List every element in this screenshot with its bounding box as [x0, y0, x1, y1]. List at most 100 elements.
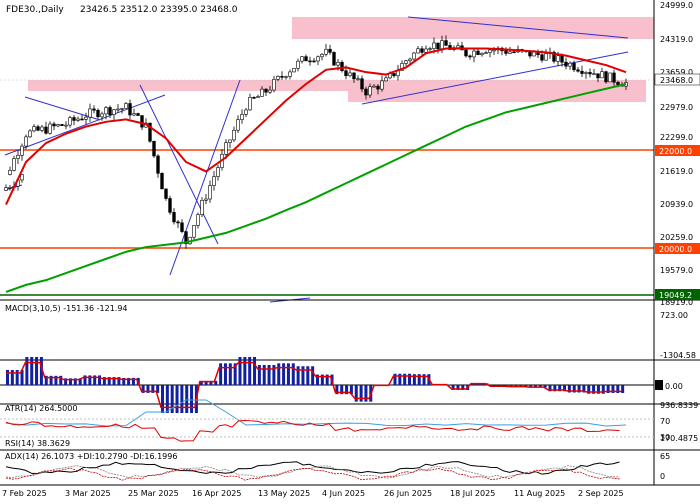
candle-body	[337, 62, 340, 65]
candle-body	[45, 127, 48, 133]
candle-body	[41, 127, 44, 130]
candle-body	[585, 72, 588, 73]
candle-body	[465, 50, 468, 56]
date-label-3: 25 Mar 2025	[128, 489, 179, 498]
candle-body	[197, 215, 200, 226]
candle-body	[305, 57, 308, 61]
rsi-line	[6, 420, 620, 441]
candle-body	[557, 56, 560, 62]
level-20000-label: 20000.0	[659, 245, 692, 254]
macd-bar	[268, 365, 271, 385]
candle-body	[133, 114, 136, 115]
macd-bar	[180, 385, 183, 413]
candle-body	[217, 168, 220, 177]
candle-body	[101, 114, 104, 117]
rsi-tick-30: 30	[660, 433, 670, 442]
candle-body	[321, 54, 324, 56]
candle-body	[489, 50, 492, 53]
date-label-10: 2 Sep 2025	[578, 489, 624, 498]
candle-body	[233, 130, 236, 140]
candle-body	[13, 159, 16, 171]
macd-bar	[224, 363, 227, 385]
candle-body	[37, 127, 40, 131]
macd-bar	[301, 366, 304, 385]
candle-body	[493, 50, 496, 51]
chart-ohlc: 23426.5 23512.0 23395.0 23468.0	[80, 5, 238, 15]
candle-body	[141, 116, 144, 128]
macd-bar	[263, 365, 266, 385]
candle-body	[341, 62, 344, 70]
level-19049-label: 19049.2	[659, 291, 692, 300]
macd-tick-bottom: -1304.58	[660, 351, 696, 360]
candle-body	[369, 87, 372, 95]
candle-body	[69, 118, 72, 126]
candle-body	[25, 137, 28, 146]
candle-body	[33, 127, 36, 131]
macd-bar	[258, 365, 261, 385]
candle-body	[429, 49, 432, 50]
macd-bar	[35, 357, 38, 385]
candle-body	[21, 175, 24, 180]
price-tick-2: 24319.0	[660, 35, 693, 44]
candle-body	[293, 68, 296, 72]
candle-body	[413, 53, 416, 59]
candle-body	[433, 43, 436, 49]
macd-bar	[621, 385, 624, 393]
macd-bar	[282, 363, 285, 385]
adx-tick-top: 65	[660, 452, 670, 461]
candle-body	[277, 76, 280, 79]
indicator-axis-labels: 723.00 0.00 -1304.58 936.8339 170.4875 7…	[655, 311, 698, 481]
macd-bar	[30, 357, 33, 385]
candle-body	[269, 90, 272, 92]
candle-body	[297, 61, 300, 68]
candle-body	[353, 73, 356, 79]
support-zone-right	[348, 80, 646, 102]
candle-body	[5, 188, 8, 191]
candle-body	[113, 110, 116, 115]
candle-body	[9, 170, 12, 174]
macd-bar	[248, 357, 251, 385]
candle-body	[581, 71, 584, 73]
chart-symbol: FDE30.,Daily	[6, 5, 64, 15]
price-tick-7: 20939.0	[660, 200, 693, 209]
candle-body	[513, 52, 516, 53]
current-price-label: 23468.0	[660, 76, 693, 85]
candle-body	[265, 89, 268, 92]
candle-body	[117, 109, 120, 110]
candle-body	[509, 52, 512, 54]
macd-bar	[355, 385, 358, 402]
candle-body	[561, 56, 564, 63]
candle-body	[601, 72, 604, 78]
candle-body	[357, 79, 360, 80]
macd-bar	[185, 385, 188, 413]
candle-body	[545, 54, 548, 61]
level-22000-label: 22000.0	[659, 147, 692, 156]
candle-body	[181, 223, 184, 232]
candle-body	[29, 131, 32, 137]
macd-bar	[360, 385, 363, 402]
date-label-4: 16 Apr 2025	[192, 489, 241, 498]
candle-body	[329, 49, 332, 52]
candle-body	[21, 146, 24, 155]
macd-label: MACD(3,10,5) -151.36 -121.94	[5, 304, 128, 313]
candle-body	[125, 104, 128, 109]
candle-body	[317, 57, 320, 61]
candle-body	[193, 225, 196, 237]
candle-body	[577, 70, 580, 71]
candle-body	[441, 41, 444, 49]
candle-body	[313, 61, 316, 62]
candle-body	[241, 114, 244, 119]
macd-bar	[190, 385, 193, 413]
candle-body	[481, 53, 484, 55]
date-label-2: 3 Mar 2025	[65, 489, 111, 498]
candle-body	[421, 49, 424, 53]
candle-body	[177, 222, 180, 223]
macd-bar	[25, 357, 28, 385]
candle-body	[97, 110, 100, 117]
adx-pane: ADX(14) 26.1073 +DI:10.2790 -DI:16.1996	[5, 452, 620, 480]
candle-body	[381, 81, 384, 89]
candle-body	[229, 140, 232, 143]
candle-body	[457, 46, 460, 48]
candle-body	[81, 119, 84, 120]
